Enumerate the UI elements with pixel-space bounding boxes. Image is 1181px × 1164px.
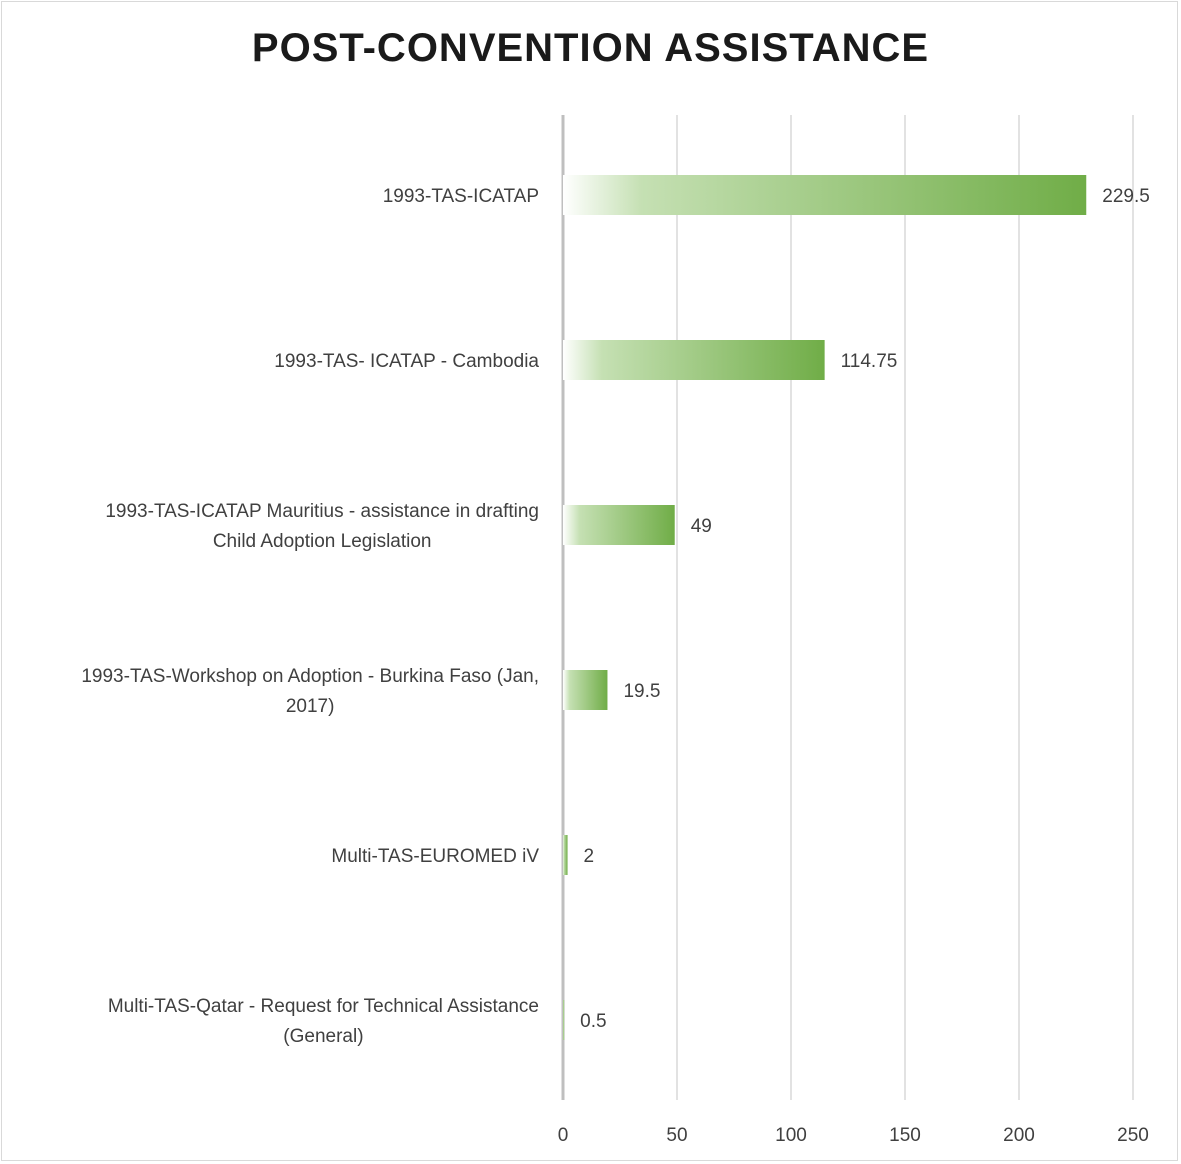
bar (563, 835, 568, 875)
bar (563, 175, 1087, 215)
data-label: 114.75 (841, 351, 898, 372)
category-label-line: 1993-TAS- ICATAP - Cambodia (274, 351, 539, 372)
category-label: 1993-TAS-ICATAP (383, 186, 539, 207)
data-label: 19.5 (623, 681, 660, 702)
x-tick-label: 0 (558, 1125, 569, 1146)
x-tick-label: 150 (889, 1125, 921, 1146)
category-label-line: 2017) (286, 696, 335, 717)
category-label: 1993-TAS-ICATAP Mauritius - assistance i… (105, 501, 539, 552)
bar (563, 670, 608, 710)
category-label: Multi-TAS-EUROMED iV (331, 846, 539, 867)
category-label-line: 1993-TAS-ICATAP (383, 186, 539, 207)
bar (563, 340, 825, 380)
data-label: 0.5 (580, 1011, 606, 1032)
bar (563, 1000, 565, 1040)
x-tick-label: 200 (1003, 1125, 1035, 1146)
category-label: 1993-TAS-Workshop on Adoption - Burkina … (81, 666, 539, 717)
category-label-line: Child Adoption Legislation (213, 531, 432, 552)
chart-title: POST-CONVENTION ASSISTANCE (251, 26, 930, 70)
data-label: 2 (584, 846, 595, 867)
x-tick-label: 100 (775, 1125, 807, 1146)
bar (563, 505, 675, 545)
category-label-line: Multi-TAS-Qatar - Request for Technical … (108, 996, 539, 1017)
data-label: 229.5 (1102, 186, 1150, 207)
category-label: 1993-TAS- ICATAP - Cambodia (274, 351, 539, 372)
category-label-line: 1993-TAS-Workshop on Adoption - Burkina … (81, 666, 539, 687)
x-tick-label: 50 (666, 1125, 687, 1146)
x-tick-label: 250 (1117, 1125, 1149, 1146)
data-label: 49 (691, 516, 712, 537)
category-label-line: Multi-TAS-EUROMED iV (331, 846, 539, 867)
category-label-line: (General) (283, 1026, 363, 1047)
category-label-line: 1993-TAS-ICATAP Mauritius - assistance i… (105, 501, 539, 522)
category-label: Multi-TAS-Qatar - Request for Technical … (108, 996, 539, 1047)
